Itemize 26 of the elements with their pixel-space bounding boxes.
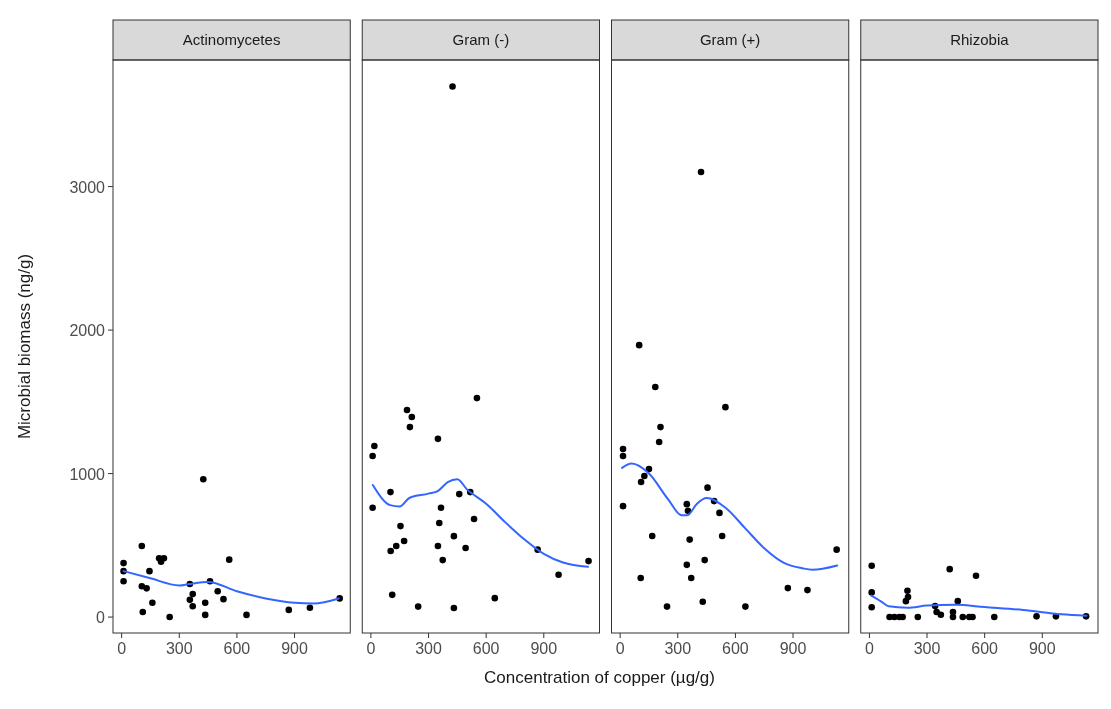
- x-tick-label: 300: [415, 640, 442, 657]
- chart-title: Actinomycetes: [182, 31, 281, 48]
- x-tick-label: 0: [117, 640, 127, 657]
- y-axis-title: Microbial biomass (ng/g): [15, 253, 34, 440]
- x-tick-label: 600: [722, 640, 749, 657]
- chart-title: Gram (-): [452, 31, 510, 48]
- x-tick-label: 300: [664, 640, 692, 657]
- x-tick-label: 600: [472, 640, 500, 657]
- x-tick-label: 900: [281, 640, 308, 657]
- chart-title: Gram (+): [699, 31, 761, 48]
- x-tick-label: 900: [779, 640, 807, 657]
- y-tick-label: 0: [96, 609, 106, 627]
- x-tick-label: 900: [530, 640, 558, 657]
- x-tick-label: 600: [971, 640, 999, 657]
- x-tick-label: 300: [913, 640, 941, 657]
- y-tick-label: 1000: [69, 465, 106, 483]
- y-tick-label: 2000: [69, 322, 106, 340]
- y-tick-label: 3000: [69, 178, 106, 196]
- x-tick-label: 300: [165, 640, 193, 657]
- x-tick-label: 900: [1028, 640, 1056, 657]
- x-tick-label: 0: [366, 640, 376, 657]
- x-tick-label: 600: [223, 640, 251, 657]
- x-axis-title: Concentration of copper (µg/g): [484, 668, 715, 687]
- x-tick-label: 0: [864, 640, 874, 657]
- chart-title: Rhizobia: [950, 31, 1010, 48]
- x-tick-label: 0: [615, 640, 625, 657]
